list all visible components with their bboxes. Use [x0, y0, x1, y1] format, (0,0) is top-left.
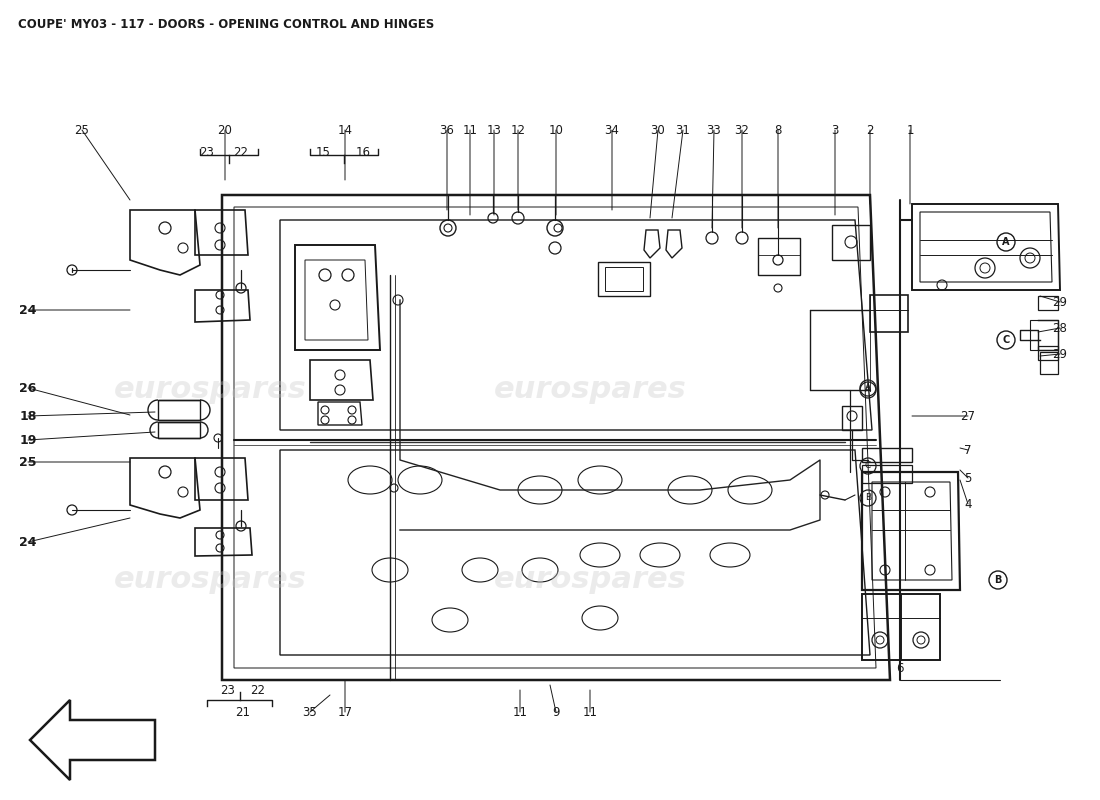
Text: 8: 8 — [774, 123, 782, 137]
Bar — [1040, 352, 1058, 374]
Text: 11: 11 — [462, 123, 477, 137]
Text: A: A — [865, 383, 871, 393]
Text: 15: 15 — [316, 146, 330, 158]
Text: 28: 28 — [1053, 322, 1067, 334]
Text: 25: 25 — [75, 123, 89, 137]
Text: A: A — [865, 386, 871, 394]
Text: 21: 21 — [235, 706, 251, 718]
Text: eurospares: eurospares — [113, 375, 307, 405]
Text: 5: 5 — [965, 471, 971, 485]
Text: 33: 33 — [706, 123, 722, 137]
Text: 3: 3 — [832, 123, 838, 137]
Text: 20: 20 — [218, 123, 232, 137]
Text: 17: 17 — [338, 706, 352, 718]
Bar — [605, 267, 643, 291]
Text: 14: 14 — [338, 123, 352, 137]
Text: 4: 4 — [965, 498, 971, 510]
Text: 36: 36 — [440, 123, 454, 137]
Text: 32: 32 — [735, 123, 749, 137]
Text: COUPE' MY03 - 117 - DOORS - OPENING CONTROL AND HINGES: COUPE' MY03 - 117 - DOORS - OPENING CONT… — [18, 18, 434, 31]
Text: C: C — [865, 462, 871, 470]
Text: 12: 12 — [510, 123, 526, 137]
Text: B: B — [994, 575, 1002, 585]
Text: 19: 19 — [20, 434, 36, 446]
Text: 29: 29 — [1053, 347, 1067, 361]
Text: 16: 16 — [355, 146, 371, 158]
Text: 10: 10 — [549, 123, 563, 137]
Text: 11: 11 — [513, 706, 528, 718]
Text: eurospares: eurospares — [494, 566, 686, 594]
Text: 35: 35 — [302, 706, 318, 718]
Text: 24: 24 — [20, 303, 36, 317]
Bar — [1038, 346, 1058, 360]
Polygon shape — [30, 700, 155, 780]
Text: 26: 26 — [20, 382, 36, 394]
Bar — [1038, 296, 1058, 310]
Text: 7: 7 — [965, 443, 971, 457]
Text: 9: 9 — [552, 706, 560, 718]
Text: B: B — [865, 494, 871, 502]
Text: 29: 29 — [1053, 295, 1067, 309]
Text: 11: 11 — [583, 706, 597, 718]
Text: 31: 31 — [675, 123, 691, 137]
Text: 34: 34 — [605, 123, 619, 137]
Text: 1: 1 — [906, 123, 914, 137]
Text: 30: 30 — [650, 123, 666, 137]
Text: 13: 13 — [486, 123, 502, 137]
Text: 18: 18 — [20, 410, 36, 422]
Text: 6: 6 — [896, 662, 904, 674]
Bar — [862, 465, 912, 483]
Text: 22: 22 — [251, 683, 265, 697]
Text: 22: 22 — [233, 146, 249, 158]
Text: 2: 2 — [867, 123, 873, 137]
Text: 24: 24 — [20, 535, 36, 549]
Text: 23: 23 — [221, 683, 235, 697]
Text: eurospares: eurospares — [113, 566, 307, 594]
Bar — [598, 262, 650, 296]
Text: 25: 25 — [20, 455, 36, 469]
Text: 27: 27 — [960, 410, 976, 422]
Text: eurospares: eurospares — [494, 375, 686, 405]
Text: A: A — [1002, 237, 1010, 247]
Text: 23: 23 — [199, 146, 214, 158]
Text: C: C — [1002, 335, 1010, 345]
